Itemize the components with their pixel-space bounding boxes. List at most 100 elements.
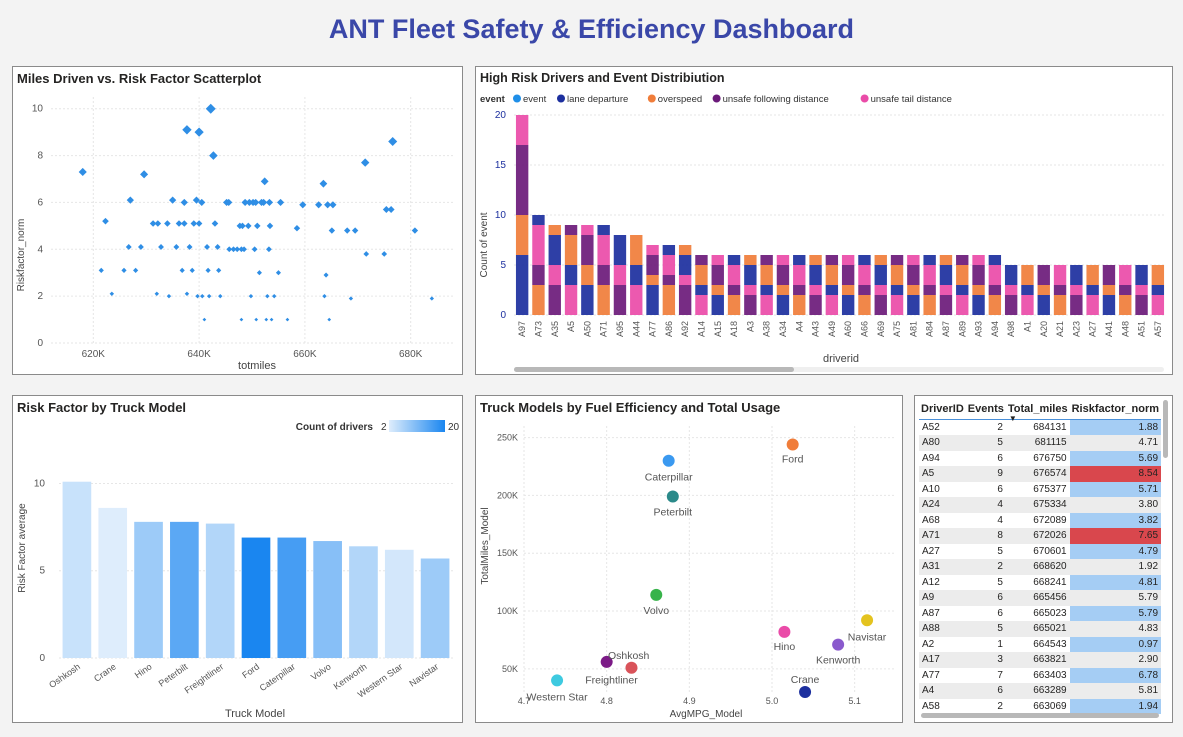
scatter-point[interactable] xyxy=(323,272,329,278)
ribbon-segment[interactable] xyxy=(907,265,920,285)
ribbon-segment[interactable] xyxy=(890,285,904,295)
scatter-point[interactable] xyxy=(109,291,115,297)
scatter-point[interactable] xyxy=(260,198,268,207)
bar-caterpillar[interactable] xyxy=(277,537,307,658)
ribbon-segment[interactable] xyxy=(1119,295,1132,315)
ribbon-segment[interactable] xyxy=(809,295,822,315)
scatter-point[interactable] xyxy=(179,267,185,273)
ribbon-segment[interactable] xyxy=(1086,265,1099,285)
ribbon-segment[interactable] xyxy=(793,295,806,315)
scatter-point[interactable] xyxy=(272,293,277,299)
table-row[interactable]: A68 4 672089 3.82 xyxy=(919,512,1162,528)
ribbon-segment[interactable] xyxy=(1037,285,1050,295)
scatter-point[interactable] xyxy=(285,317,290,322)
table-row[interactable]: A10 6 675377 5.71 xyxy=(919,481,1162,497)
ribbon-segment[interactable] xyxy=(1021,295,1034,315)
scatter-point[interactable] xyxy=(181,220,188,227)
ribbon-segment[interactable] xyxy=(939,285,953,295)
scatter-point[interactable] xyxy=(328,227,336,234)
scatter-point[interactable] xyxy=(205,103,216,114)
ribbon-segment[interactable] xyxy=(907,255,920,265)
fuel-point-caterpillar[interactable] xyxy=(662,454,675,467)
scatter-point[interactable] xyxy=(225,198,233,207)
ribbon-segment[interactable] xyxy=(532,215,545,225)
ribbon-segment[interactable] xyxy=(1102,285,1116,295)
ribbon-segment[interactable] xyxy=(858,295,871,315)
scatter-point[interactable] xyxy=(265,198,274,207)
ribbon-segment[interactable] xyxy=(695,285,708,295)
ribbon-segment[interactable] xyxy=(760,295,773,315)
fuel-point-navistar[interactable] xyxy=(861,614,874,627)
ribbon-segment[interactable] xyxy=(1004,295,1018,315)
ribbon-segment[interactable] xyxy=(515,145,529,215)
scatter-point[interactable] xyxy=(102,217,109,225)
ribbon-segment[interactable] xyxy=(776,285,790,295)
scatter-point[interactable] xyxy=(252,198,260,207)
ribbon-segment[interactable] xyxy=(923,265,936,285)
ribbon-segment[interactable] xyxy=(956,255,969,265)
ribbon-segment[interactable] xyxy=(581,225,594,235)
ribbon-segment[interactable] xyxy=(532,265,545,285)
scatter-point[interactable] xyxy=(327,317,332,322)
scatter-point[interactable] xyxy=(351,227,359,234)
ribbon-segment[interactable] xyxy=(564,285,578,315)
ribbon-segment[interactable] xyxy=(744,265,757,285)
fuel-point-ford[interactable] xyxy=(786,438,799,451)
scatter-point[interactable] xyxy=(192,196,201,204)
ribbon-segment[interactable] xyxy=(695,255,708,265)
scatter-point[interactable] xyxy=(194,127,204,137)
ribbon-segment[interactable] xyxy=(1119,285,1132,295)
scatter-point[interactable] xyxy=(241,198,249,207)
ribbon-segment[interactable] xyxy=(1021,285,1034,295)
ribbon-segment[interactable] xyxy=(793,285,806,295)
ribbon-segment[interactable] xyxy=(939,295,953,315)
ribbon-segment[interactable] xyxy=(597,285,610,315)
scatter-point[interactable] xyxy=(125,244,132,250)
ribbon-segment[interactable] xyxy=(1021,265,1034,285)
col-total-miles[interactable]: Total_miles ▼ xyxy=(1005,400,1070,423)
ribbon-segment[interactable] xyxy=(939,255,953,265)
ribbon-segment[interactable] xyxy=(630,285,643,315)
ribbon-segment[interactable] xyxy=(956,265,969,285)
scatter-point[interactable] xyxy=(78,167,87,177)
bar-kenworth[interactable] xyxy=(349,546,378,658)
bar-peterbilt[interactable] xyxy=(170,521,199,658)
bar-volvo[interactable] xyxy=(313,541,342,658)
ribbon-segment[interactable] xyxy=(890,255,904,265)
ribbon-segment[interactable] xyxy=(793,265,806,285)
ribbon-segment[interactable] xyxy=(1053,285,1067,295)
scatter-point[interactable] xyxy=(166,293,172,299)
scatter-point[interactable] xyxy=(149,220,157,227)
ribbon-segment[interactable] xyxy=(597,235,610,265)
ribbon-segment[interactable] xyxy=(646,275,659,285)
table-row[interactable]: A12 5 668241 4.81 xyxy=(919,574,1162,590)
ribbon-segment[interactable] xyxy=(630,235,643,265)
scatter-point[interactable] xyxy=(98,267,104,273)
table-row[interactable]: A87 6 665023 5.79 xyxy=(919,605,1162,621)
scatter-point[interactable] xyxy=(216,267,222,273)
ribbon-segment[interactable] xyxy=(1053,295,1067,315)
table-row[interactable]: A52 2 684131 1.88 xyxy=(919,419,1162,435)
table-hscroll-thumb[interactable] xyxy=(921,713,1159,718)
scatter-point[interactable] xyxy=(198,198,206,207)
ribbon-segment[interactable] xyxy=(956,295,969,315)
scatter-point[interactable] xyxy=(245,222,252,230)
ribbon-segment[interactable] xyxy=(1070,265,1083,285)
table-row[interactable]: A71 8 672026 7.65 xyxy=(919,528,1162,544)
scatter-point[interactable] xyxy=(218,293,223,299)
scatter-point[interactable] xyxy=(348,296,354,301)
ribbon-segment[interactable] xyxy=(1102,295,1116,315)
ribbon-segment[interactable] xyxy=(841,295,855,315)
scatter-point[interactable] xyxy=(319,179,328,188)
scatter-point[interactable] xyxy=(382,205,390,213)
ribbon-segment[interactable] xyxy=(825,285,839,295)
scatter-point[interactable] xyxy=(169,196,177,204)
scatter-point[interactable] xyxy=(324,201,332,209)
scatter-point[interactable] xyxy=(329,201,337,209)
scatter-point[interactable] xyxy=(189,267,195,273)
ribbon-segment[interactable] xyxy=(907,295,920,315)
ribbon-segment[interactable] xyxy=(1086,295,1099,315)
ribbon-segment[interactable] xyxy=(548,265,561,285)
scatter-point[interactable] xyxy=(133,267,139,273)
fuel-point-crane[interactable] xyxy=(799,686,812,698)
